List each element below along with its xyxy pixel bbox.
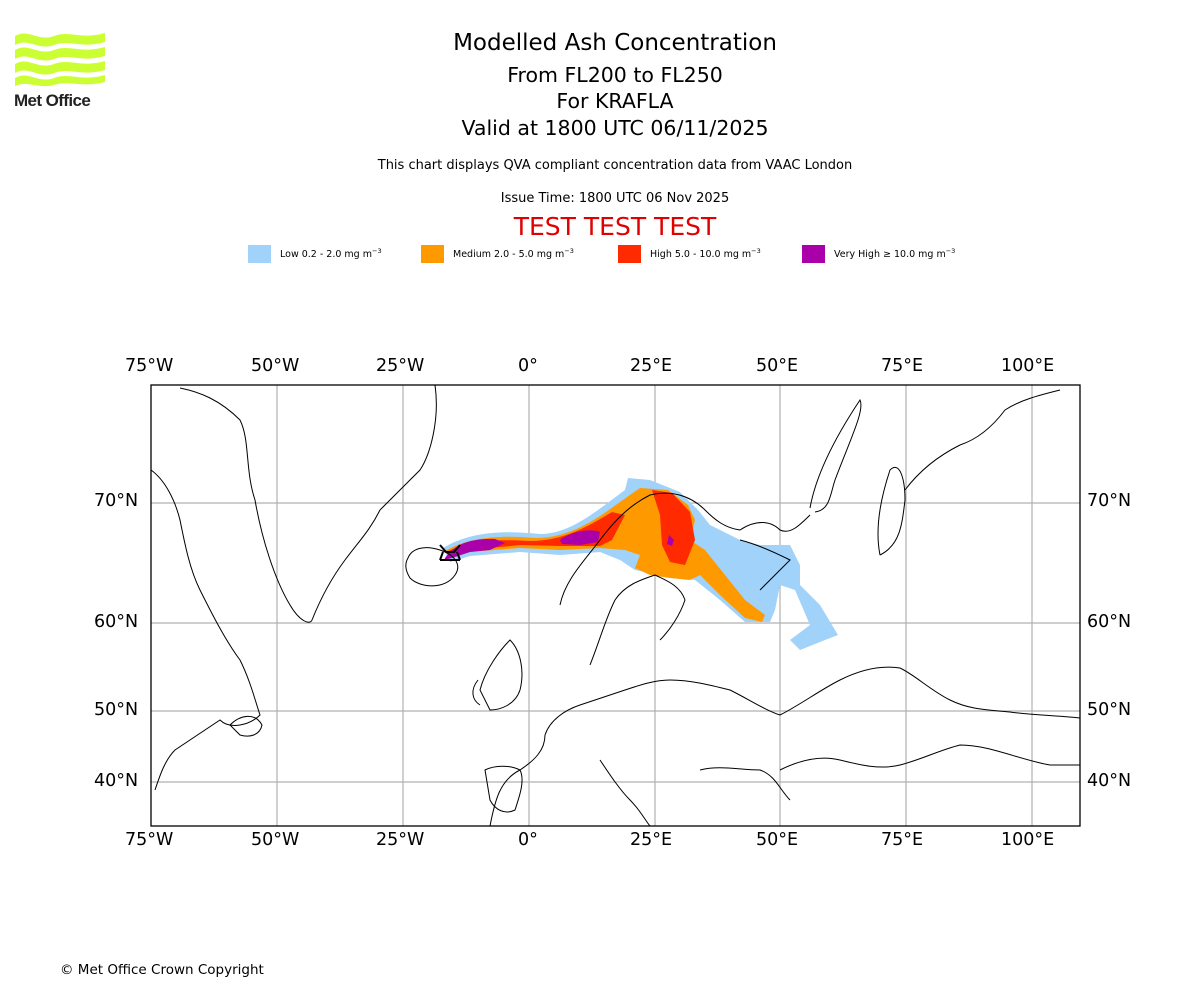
lat-tick-left-40n: 40°N — [94, 771, 139, 791]
lat-tick-right-60n: 60°N — [1087, 612, 1132, 632]
legend-item-medium: Medium 2.0 - 5.0 mg m−3 — [421, 244, 574, 264]
legend-item-high: High 5.0 - 10.0 mg m−3 — [618, 244, 761, 264]
lon-tick-bottom-50e: 50°E — [756, 830, 799, 850]
lon-tick-top-75w: 75°W — [125, 356, 174, 376]
lon-tick-top-25e: 25°E — [630, 356, 673, 376]
lon-tick-bottom-25w: 25°W — [376, 830, 425, 850]
lat-tick-left-60n: 60°N — [94, 612, 139, 632]
lon-tick-top-0: 0° — [518, 356, 538, 376]
logo-text: Met Office — [14, 91, 91, 110]
met-office-waves-icon — [15, 33, 105, 87]
lon-tick-top-50e: 50°E — [756, 356, 799, 376]
chart-description: This chart displays QVA compliant concen… — [377, 158, 853, 173]
legend-label-high: High 5.0 - 10.0 mg m−3 — [650, 247, 761, 261]
lon-tick-top-100e: 100°E — [1001, 356, 1055, 376]
legend-label-very-high: Very High ≥ 10.0 mg m−3 — [834, 247, 956, 261]
legend-item-low: Low 0.2 - 2.0 mg m−3 — [248, 244, 382, 264]
lon-tick-bottom-0: 0° — [518, 830, 538, 850]
volcano-name: For KRAFLA — [556, 89, 674, 113]
legend-swatch-medium — [421, 245, 444, 263]
lon-tick-top-25w: 25°W — [376, 356, 425, 376]
issue-time: Issue Time: 1800 UTC 06 Nov 2025 — [500, 191, 730, 206]
lat-tick-right-50n: 50°N — [1087, 700, 1132, 720]
volcano-marker-icon — [439, 544, 461, 561]
coastlines — [150, 384, 1081, 827]
lon-tick-bottom-50w: 50°W — [251, 830, 300, 850]
copyright-notice: © Met Office Crown Copyright — [60, 962, 264, 978]
lat-tick-left-50n: 50°N — [94, 700, 139, 720]
legend-label-medium: Medium 2.0 - 5.0 mg m−3 — [453, 247, 574, 261]
legend-item-very-high: Very High ≥ 10.0 mg m−3 — [802, 244, 955, 264]
lat-tick-right-40n: 40°N — [1087, 771, 1132, 791]
lon-tick-bottom-75w: 75°W — [125, 830, 174, 850]
ash-very-high-region — [444, 530, 674, 560]
lat-tick-right-70n: 70°N — [1087, 491, 1132, 511]
chart-title: Modelled Ash Concentration — [453, 30, 777, 56]
lon-tick-bottom-100e: 100°E — [1001, 830, 1055, 850]
lon-tick-bottom-25e: 25°E — [630, 830, 673, 850]
flight-levels: From FL200 to FL250 — [507, 63, 723, 87]
legend-swatch-high — [618, 245, 641, 263]
legend-swatch-low — [248, 245, 271, 263]
test-banner: TEST TEST TEST — [513, 212, 717, 241]
met-office-logo: Met Office — [14, 30, 106, 112]
legend-label-low: Low 0.2 - 2.0 mg m−3 — [280, 247, 382, 261]
lat-tick-left-70n: 70°N — [94, 491, 139, 511]
lon-tick-bottom-75e: 75°E — [881, 830, 924, 850]
legend-swatch-very-high — [802, 245, 825, 263]
map-frame — [150, 384, 1081, 827]
valid-time: Valid at 1800 UTC 06/11/2025 — [461, 116, 769, 140]
lon-tick-top-50w: 50°W — [251, 356, 300, 376]
lon-tick-top-75e: 75°E — [881, 356, 924, 376]
